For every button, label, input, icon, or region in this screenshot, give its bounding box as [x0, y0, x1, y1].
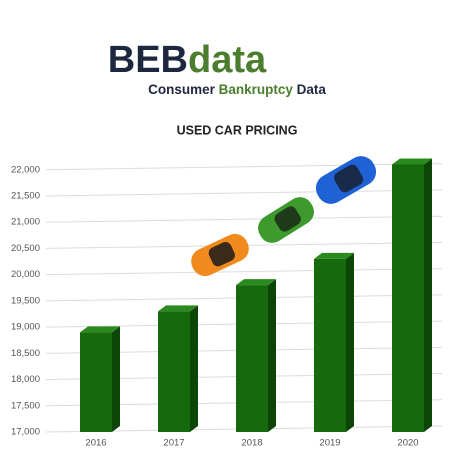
y-tick-label: 18,000: [11, 374, 40, 385]
tagline-part: Data: [293, 82, 327, 97]
y-tick-label: 19,000: [11, 322, 40, 333]
car-window: [334, 164, 364, 193]
logo-beb: BEB: [108, 39, 188, 81]
y-tick-label: 21,500: [11, 190, 40, 201]
car-blue: [315, 156, 377, 204]
grid-layer: 17,000 17,500 18,000 18,500 19,000 19,500 20,0…: [11, 163, 443, 438]
y-tick-label: 19,500: [11, 295, 40, 306]
bar: [392, 164, 424, 432]
bar-top: [158, 305, 198, 312]
bar-top: [80, 326, 120, 333]
grid-line: [45, 189, 443, 197]
y-tick-label: 20,500: [11, 243, 40, 254]
chart-title: USED CAR PRICING: [177, 123, 298, 137]
tagline-part: Consumer: [148, 82, 219, 97]
x-tick-label: 2017: [163, 438, 184, 449]
car-orange: [191, 233, 249, 277]
tagline-part: Bankruptcy: [219, 82, 294, 97]
car-green: [258, 197, 314, 243]
x-tick-label: 2016: [85, 438, 106, 449]
bar-top: [236, 279, 276, 286]
y-tick-label: 21,000: [11, 217, 40, 228]
bar-top: [314, 252, 354, 259]
grid-line: [45, 163, 443, 171]
bar: [314, 258, 346, 432]
logo-data: data: [188, 39, 267, 81]
y-tick-label: 22,000: [11, 164, 40, 175]
tagline: Consumer Bankruptcy Data: [148, 82, 326, 97]
bar-side: [190, 305, 198, 432]
car-window: [274, 206, 301, 232]
x-tick-label: 2019: [319, 438, 340, 449]
car-window: [208, 241, 235, 267]
y-tick-label: 17,500: [11, 400, 40, 411]
bar-side: [346, 252, 354, 432]
y-tick-label: 20,000: [11, 269, 40, 280]
grid-line: [45, 215, 443, 223]
bar: [80, 332, 112, 432]
bar: [236, 285, 268, 432]
grid-line: [45, 268, 443, 276]
bar: [158, 311, 190, 432]
y-tick-label: 18,500: [11, 348, 40, 359]
bar-top: [392, 158, 432, 165]
x-tick-label: 2018: [241, 438, 262, 449]
y-tick-label: 17,000: [11, 427, 40, 438]
bar-side: [112, 326, 120, 432]
bar-layer: 2016 2017 2018 2019 2020: [80, 158, 432, 449]
x-tick-label: 2020: [397, 438, 418, 449]
bar-side: [424, 158, 432, 432]
bar-side: [268, 279, 276, 432]
